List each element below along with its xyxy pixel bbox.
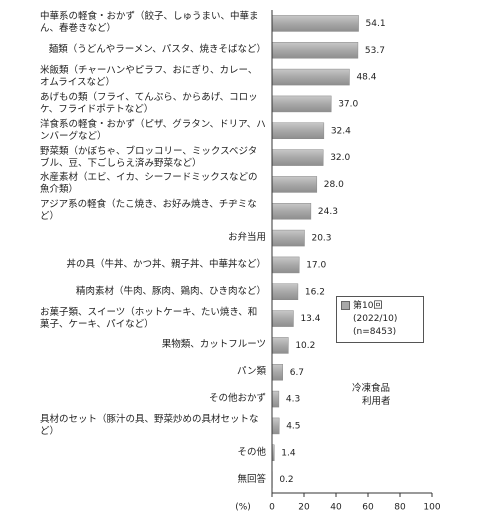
bar: [271, 122, 325, 139]
category-text: 果物類、カットフルーツ: [161, 339, 266, 351]
bar: [271, 68, 350, 86]
value-label: 54.1: [366, 19, 386, 29]
value-label: 24.3: [318, 207, 338, 217]
legend-note: (n=8453): [353, 327, 397, 337]
category-label: その他おかず: [40, 386, 266, 413]
category-label: 洋食系の軽食・おかず（ピザ、グラタン、ドリア、ハンバーグなど）: [40, 117, 266, 144]
category-text: 無回答: [237, 473, 266, 485]
category-label: 具材のセット（豚汁の具、野菜炒めの具材セットなど）: [40, 413, 266, 440]
value-label: 32.0: [330, 153, 350, 163]
value-label: 32.4: [331, 126, 351, 136]
x-tick-label: 60: [362, 503, 374, 513]
x-tick-label: 20: [298, 503, 310, 513]
category-label: あげもの類（フライ、てんぷら、からあげ、コロッケ、フライドポテトなど）: [40, 91, 266, 118]
bar: [271, 42, 359, 59]
value-label: 4.5: [286, 421, 300, 431]
category-text: 中華系の軽食・おかず（餃子、しゅうまい、中華まん、春巻きなど）: [40, 11, 259, 35]
category-text: 麺類（うどんやラーメン、パスタ、焼きそばなど）: [48, 44, 266, 56]
category-text: 精肉素材（牛肉、豚肉、鶏肉、ひき肉など）: [75, 285, 266, 297]
value-label: 48.4: [356, 73, 376, 83]
x-tick-label: 80: [394, 503, 406, 513]
category-label: 水産素材（エビ、イカ、シーフードミックスなどの魚介類）: [40, 171, 266, 198]
category-text: 野菜類（かぼちゃ、ブロッコリー、ミックスベジタブル、豆、下ごしらえ済み野菜など）: [40, 145, 258, 169]
legend-entry: 第10回: [341, 300, 419, 313]
bar: [271, 229, 305, 247]
value-label: 28.0: [324, 180, 344, 190]
bar: [271, 203, 312, 220]
bar: [271, 149, 324, 166]
bar: [271, 417, 280, 435]
bar: [271, 390, 280, 408]
value-label: 16.2: [305, 287, 325, 297]
bar: [271, 256, 300, 274]
category-label: 米飯類（チャーハンやピラフ、おにぎり、カレー、オムライスなど）: [40, 64, 266, 91]
value-label: 6.7: [290, 368, 304, 378]
category-label: 果物類、カットフルーツ: [40, 332, 266, 359]
category-label: 精肉素材（牛肉、豚肉、鶏肉、ひき肉など）: [40, 278, 266, 305]
bar: [271, 95, 332, 113]
legend-swatch: [341, 301, 350, 310]
category-text: アジア系の軽食（たこ焼き、お好み焼き、チヂミなど）: [40, 199, 257, 223]
category-text: 丼の具（牛丼、かつ丼、親子丼、中華丼など）: [66, 258, 266, 270]
annotation-line: 冷凍食品: [352, 383, 391, 394]
category-text: 米飯類（チャーハンやピラフ、おにぎり、カレー、オムライスなど）: [40, 65, 258, 89]
x-tick-label: 0: [269, 503, 275, 513]
category-label: 麺類（うどんやラーメン、パスタ、焼きそばなど）: [40, 37, 266, 64]
x-unit-label: (%): [235, 503, 251, 513]
annotation-line: 利用者: [362, 396, 391, 407]
category-label: アジア系の軽食（たこ焼き、お好み焼き、チヂミなど）: [40, 198, 266, 225]
category-text: お菓子類、スイーツ（ホットケーキ、たい焼き、和菓子、ケーキ、パイなど）: [40, 306, 258, 330]
bar: [271, 337, 289, 354]
annotation: 冷凍食品 利用者: [352, 382, 391, 408]
category-text: 具材のセット（豚汁の具、野菜炒めの具材セットなど）: [40, 413, 259, 437]
category-label: 無回答: [40, 466, 266, 493]
value-label: 20.3: [311, 234, 331, 244]
legend-note: (2022/10): [353, 314, 398, 324]
category-text: お弁当用: [227, 232, 266, 244]
category-text: 洋食系の軽食・おかず（ピザ、グラタン、ドリア、ハンバーグなど）: [40, 118, 266, 142]
legend: 第10回 (2022/10) (n=8453): [336, 296, 424, 343]
category-text: その他おかず: [208, 393, 266, 405]
category-text: 水産素材（エビ、イカ、シーフードミックスなどの魚介類）: [40, 172, 258, 196]
bar: [271, 310, 294, 327]
bar: [271, 15, 359, 32]
category-text: パン類: [237, 366, 266, 378]
value-label: 13.4: [300, 314, 320, 324]
bar: [271, 176, 318, 193]
category-label: 中華系の軽食・おかず（餃子、しゅうまい、中華まん、春巻きなど）: [40, 10, 266, 37]
bar: [271, 364, 283, 381]
value-label: 17.0: [306, 260, 326, 270]
category-text: その他: [237, 446, 266, 458]
value-label: 1.4: [281, 448, 296, 458]
bar: [271, 283, 299, 300]
category-label: 丼の具（牛丼、かつ丼、親子丼、中華丼など）: [40, 252, 266, 279]
value-label: 37.0: [338, 99, 358, 109]
value-label: 53.7: [365, 46, 385, 56]
category-label: その他: [40, 439, 266, 466]
x-tick-label: 100: [423, 503, 440, 513]
value-label: 10.2: [295, 341, 315, 351]
category-label: パン類: [40, 359, 266, 386]
value-label: 0.2: [279, 475, 293, 485]
legend-label: 第10回: [353, 301, 383, 311]
category-label: お弁当用: [40, 225, 266, 252]
category-label: お菓子類、スイーツ（ホットケーキ、たい焼き、和菓子、ケーキ、パイなど）: [40, 305, 266, 332]
category-text: あげもの類（フライ、てんぷら、からあげ、コロッケ、フライドポテトなど）: [40, 91, 258, 115]
x-tick-label: 40: [330, 503, 342, 513]
category-label: 野菜類（かぼちゃ、ブロッコリー、ミックスベジタブル、豆、下ごしらえ済み野菜など）: [40, 144, 266, 171]
value-label: 4.3: [286, 395, 300, 405]
